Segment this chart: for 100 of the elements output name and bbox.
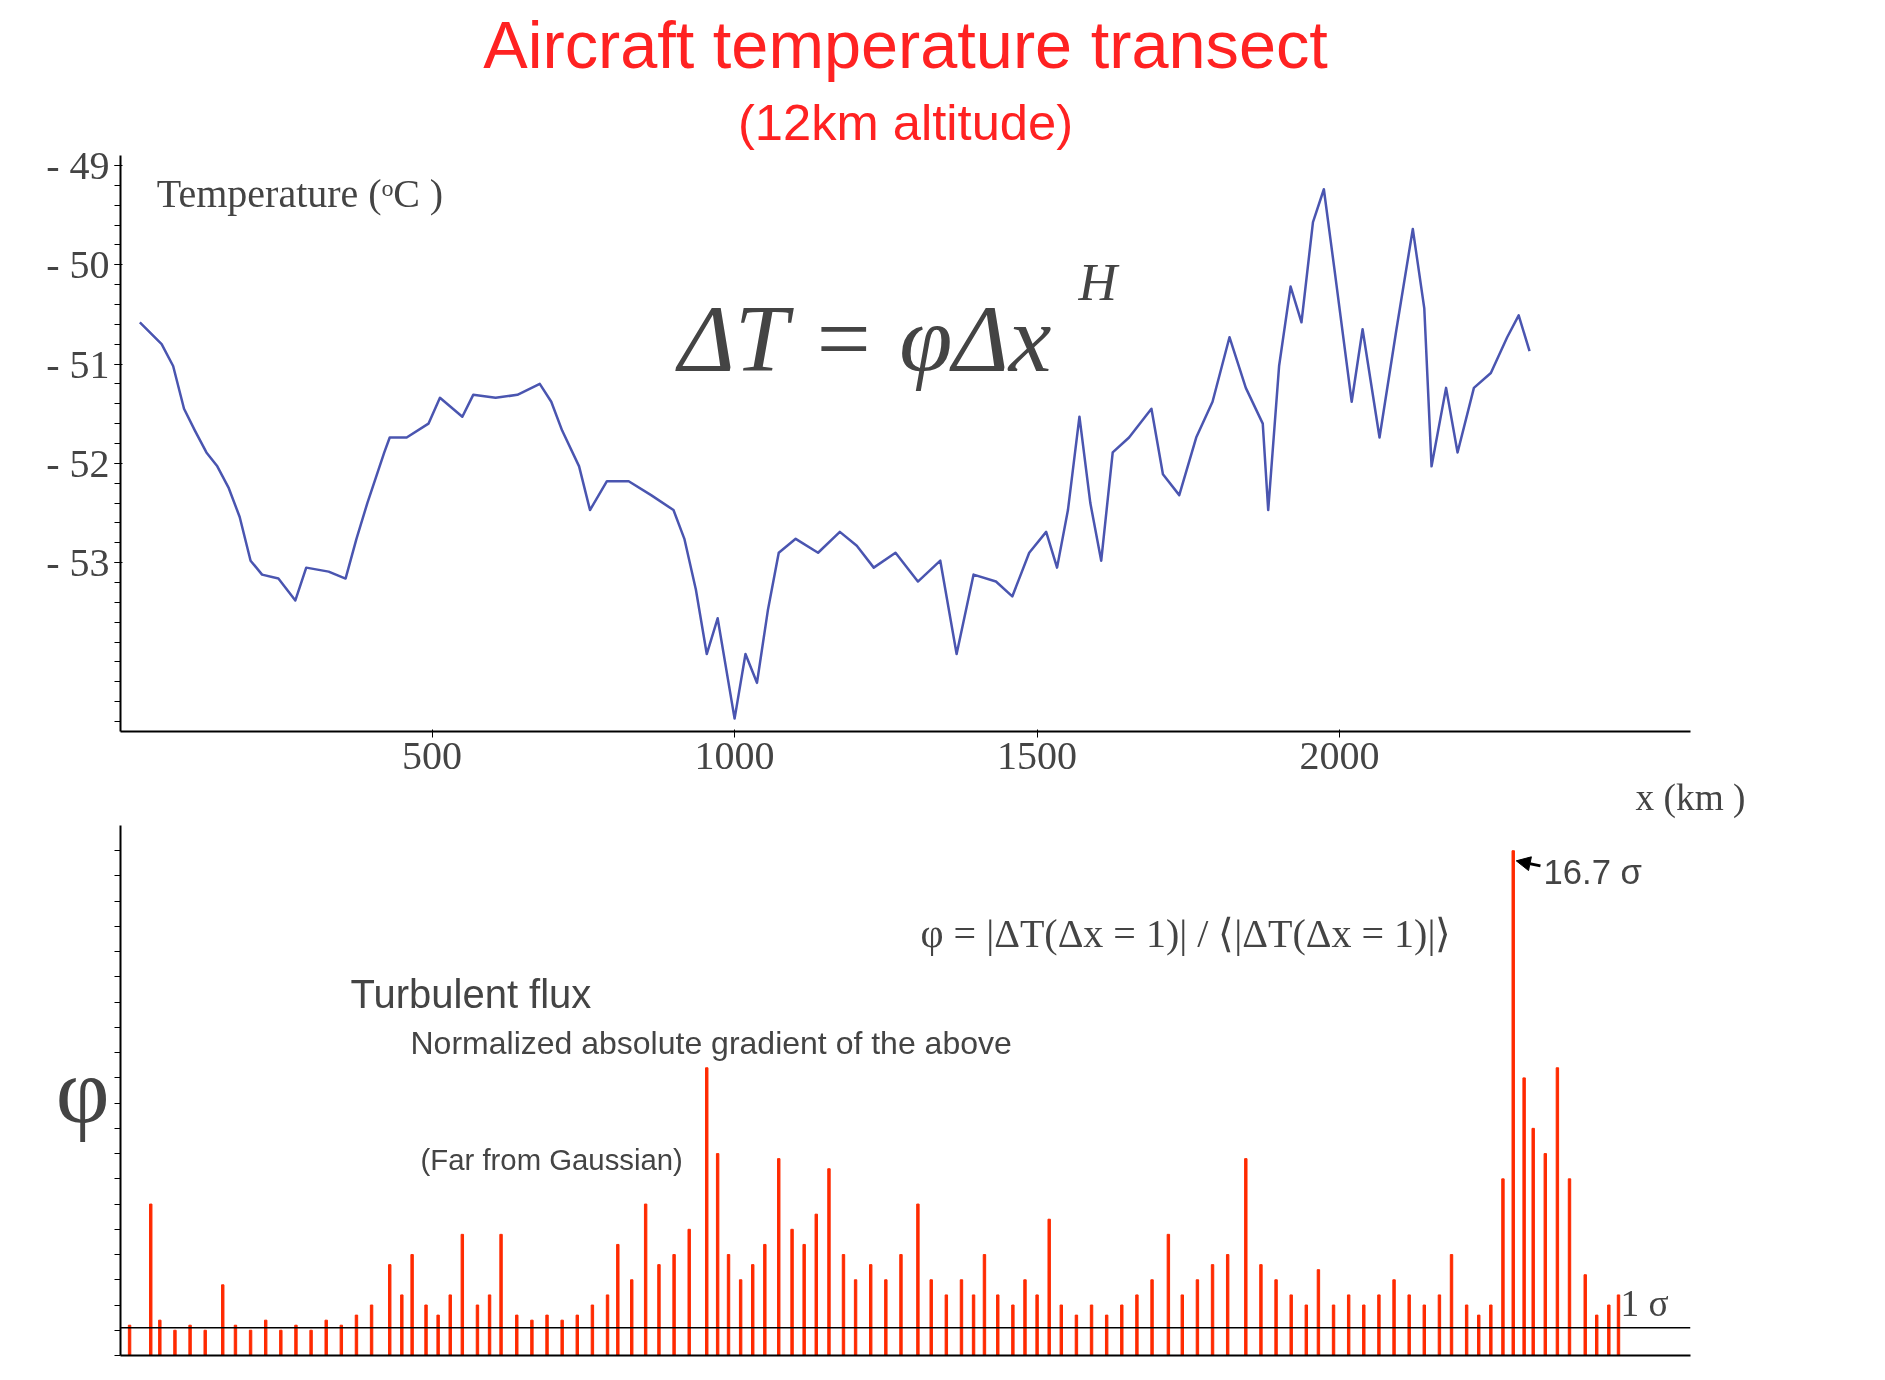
- bar: [1023, 1279, 1027, 1356]
- bar: [1422, 1304, 1427, 1356]
- bar: [751, 1264, 755, 1356]
- annotation: φ = |ΔT(Δx = 1)| / ⟨|ΔT(Δx = 1)|⟩: [920, 910, 1452, 956]
- bar: [777, 1158, 781, 1356]
- y-tick-label: - 53: [46, 540, 110, 586]
- chart-title: Aircraft temperature transect: [483, 7, 1329, 82]
- x-tick-label: 1500: [997, 732, 1078, 778]
- bar: [339, 1324, 344, 1356]
- y-tick-label: - 51: [46, 341, 110, 387]
- bar: [1607, 1304, 1611, 1356]
- bar: [1346, 1294, 1351, 1356]
- bar: [672, 1254, 676, 1356]
- bar: [1225, 1254, 1230, 1356]
- x-tick-label: 2000: [1299, 732, 1380, 778]
- bar: [158, 1319, 162, 1356]
- annotation: (Far from Gaussian): [420, 1142, 683, 1176]
- bar: [1274, 1279, 1278, 1356]
- bar: [309, 1329, 313, 1356]
- bar: [1047, 1218, 1051, 1356]
- bar: [1259, 1264, 1263, 1356]
- y-axis-title: φ: [55, 1039, 110, 1142]
- bar: [657, 1264, 661, 1356]
- x-tick-label: 1000: [694, 732, 775, 778]
- bar: [687, 1228, 691, 1356]
- bar: [715, 1153, 720, 1356]
- bar: [1120, 1304, 1124, 1356]
- bar: [1059, 1304, 1063, 1356]
- bar: [1362, 1304, 1366, 1356]
- bar: [221, 1284, 225, 1356]
- bar: [173, 1329, 177, 1356]
- bar: [1289, 1294, 1293, 1356]
- y-tick-label: - 49: [46, 142, 110, 188]
- bar: [188, 1324, 192, 1356]
- bar: [388, 1264, 392, 1356]
- bar: [1135, 1294, 1139, 1356]
- bar: [616, 1243, 620, 1356]
- bar: [448, 1294, 452, 1356]
- bar: [515, 1314, 519, 1356]
- bar: [802, 1243, 806, 1356]
- bar: [827, 1168, 831, 1356]
- x-tick-label: 500: [402, 732, 463, 778]
- bar: [575, 1314, 579, 1356]
- bar: [763, 1243, 767, 1356]
- bar: [279, 1329, 283, 1356]
- bar: [790, 1228, 794, 1356]
- annotation: 16.7 σ: [1543, 853, 1642, 892]
- bar: [1543, 1153, 1548, 1356]
- bar: [1304, 1304, 1309, 1356]
- bar: [916, 1203, 920, 1356]
- bar: [545, 1314, 549, 1356]
- annotation: Normalized absolute gradient of the above: [410, 1024, 1012, 1061]
- y-tick-label: - 50: [46, 242, 110, 288]
- bar: [1595, 1314, 1599, 1356]
- x-axis-title: x (km ): [1635, 776, 1746, 819]
- ref-line-label: 1 σ: [1620, 1282, 1669, 1324]
- bar: [424, 1304, 428, 1356]
- bar: [149, 1203, 153, 1356]
- annotation: Turbulent flux: [350, 971, 592, 1016]
- bar: [1489, 1304, 1493, 1356]
- bar: [400, 1294, 404, 1356]
- bar: [944, 1294, 949, 1356]
- bar: [1511, 850, 1515, 1356]
- bar: [643, 1203, 648, 1356]
- bar: [1011, 1304, 1015, 1356]
- bar: [294, 1324, 298, 1356]
- bar: [899, 1254, 903, 1356]
- bar: [499, 1233, 503, 1356]
- bar: [460, 1233, 465, 1356]
- bar: [814, 1213, 818, 1356]
- bar: [1035, 1294, 1039, 1356]
- bar: [1150, 1279, 1154, 1356]
- bar: [1180, 1294, 1184, 1356]
- bar: [884, 1279, 888, 1356]
- bar: [996, 1294, 1000, 1356]
- bar: [929, 1279, 933, 1356]
- bar: [1464, 1304, 1469, 1356]
- annotation: ΔT = φΔxH: [674, 251, 1120, 392]
- y-axis-title: Temperature (ᵒC ): [156, 170, 444, 216]
- bar: [869, 1264, 873, 1356]
- bar: [1583, 1274, 1587, 1356]
- bar: [705, 1067, 709, 1356]
- bar: [1501, 1178, 1505, 1356]
- bar: [436, 1314, 440, 1356]
- y-tick-label: - 52: [46, 440, 110, 486]
- bar: [1392, 1279, 1396, 1356]
- bar: [1377, 1294, 1381, 1356]
- bar: [1531, 1127, 1535, 1356]
- bar: [203, 1329, 207, 1356]
- bar: [263, 1319, 268, 1356]
- bar: [1522, 1077, 1526, 1356]
- bar: [1244, 1158, 1248, 1356]
- bar: [560, 1319, 564, 1356]
- bar: [1104, 1314, 1109, 1356]
- bar: [324, 1319, 328, 1356]
- chart-subtitle: (12km altitude): [737, 93, 1074, 151]
- bar: [410, 1254, 414, 1356]
- bar: [530, 1319, 534, 1356]
- bar: [1407, 1294, 1411, 1356]
- bar: [1477, 1314, 1481, 1356]
